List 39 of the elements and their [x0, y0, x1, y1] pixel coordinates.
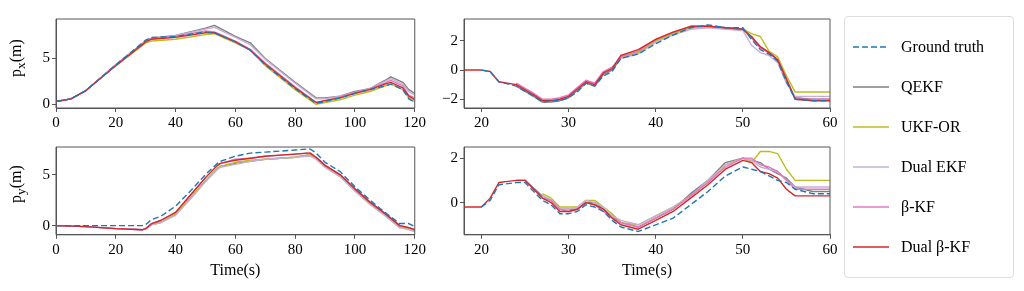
y-tick-label: 0: [450, 193, 458, 210]
x-axis-title: Time(s): [621, 260, 673, 279]
legend-label: Dual β-KF: [901, 238, 971, 256]
x-tick-label: 60: [227, 113, 243, 130]
x-tick-label: 20: [108, 240, 124, 257]
x-tick-label: 100: [343, 113, 367, 130]
y-tick-label: 0: [42, 95, 50, 112]
x-tick-label: 30: [561, 240, 577, 257]
x-tick-label: 50: [735, 113, 751, 130]
x-tick-label: 20: [108, 113, 124, 130]
y-tick-label: 5: [42, 49, 50, 66]
x-tick-label: 120: [403, 113, 426, 130]
legend-label: β-KF: [901, 198, 935, 216]
x-axis-title: Time(s): [210, 260, 261, 279]
x-tick-label: 40: [168, 113, 184, 130]
legend-label: QEKF: [901, 78, 943, 96]
y-tick-label: −2: [442, 90, 458, 107]
x-tick-label: 30: [561, 113, 577, 130]
y-tick-label: 5: [42, 165, 50, 182]
x-tick-label: 100: [343, 240, 367, 257]
x-tick-label: 60: [227, 240, 243, 257]
y-tick-label: 0: [42, 216, 50, 233]
x-tick-label: 60: [822, 240, 838, 257]
y-tick-label: 2: [450, 149, 458, 166]
legend-label: Ground truth: [901, 38, 985, 56]
x-tick-label: 80: [287, 240, 303, 257]
x-tick-label: 40: [168, 240, 184, 257]
x-tick-label: 80: [287, 113, 303, 130]
x-tick-label: 40: [648, 240, 664, 257]
x-tick-label: 20: [473, 240, 489, 257]
legend-label: UKF-OR: [901, 118, 961, 136]
x-tick-label: 60: [822, 113, 838, 130]
x-tick-label: 50: [735, 240, 751, 257]
y-tick-label: 2: [450, 31, 458, 48]
x-tick-label: 40: [648, 113, 664, 130]
legend-label: Dual EKF: [901, 158, 967, 176]
x-tick-label: 120: [403, 240, 426, 257]
y-tick-label: 0: [450, 61, 458, 77]
x-tick-label: 20: [473, 113, 489, 130]
